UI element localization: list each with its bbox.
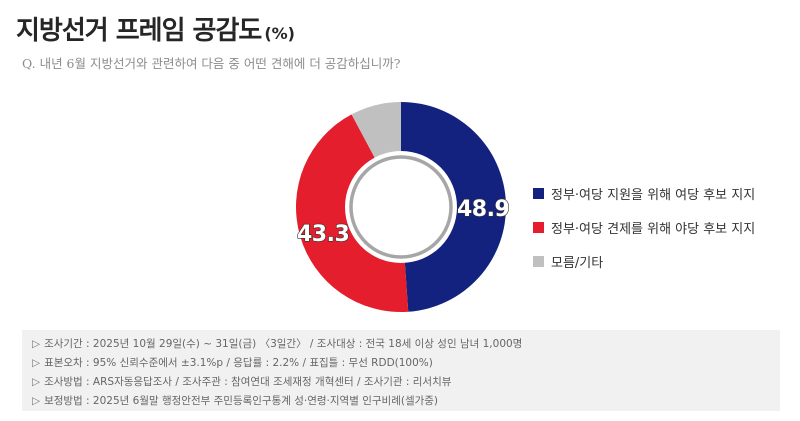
note-text: 보정방법 : 2025년 6월말 행정안전부 주민등록인구통계 성·연령·지역별… bbox=[44, 395, 439, 407]
survey-notes: ▷ 조사기간 : 2025년 10월 29일(수) ~ 31일(금) 〈3일간〉 … bbox=[22, 330, 780, 411]
note-weighting: ▷ 보정방법 : 2025년 6월말 행정안전부 주민등록인구통계 성·연령·지역… bbox=[32, 392, 780, 411]
note-error: ▷ 표본오차 : 95% 신뢰수준에서 ±3.1%p / 응답률 : 2.2% /… bbox=[32, 354, 780, 373]
note-period: ▷ 조사기간 : 2025년 10월 29일(수) ~ 31일(금) 〈3일간〉 … bbox=[32, 335, 780, 354]
legend-item-unknown: 모름/기타 bbox=[533, 244, 755, 278]
note-text: 조사방법 : ARS자동응답조사 / 조사주관 : 참여연대 조세재정 개혁센터… bbox=[44, 376, 452, 388]
note-method: ▷ 조사방법 : ARS자동응답조사 / 조사주관 : 참여연대 조세재정 개혁센… bbox=[32, 373, 780, 392]
survey-question: Q. 내년 6월 지방선거와 관련하여 다음 중 어떤 견해에 더 공감하십니까… bbox=[22, 56, 401, 71]
legend-label: 모름/기타 bbox=[551, 255, 604, 271]
triangle-icon: ▷ bbox=[32, 357, 41, 369]
legend-swatch-opposition bbox=[533, 221, 544, 233]
donut-chart: 48.9 43.3 bbox=[296, 102, 510, 312]
note-text: 표본오차 : 95% 신뢰수준에서 ±3.1%p / 응답률 : 2.2% / … bbox=[44, 357, 433, 369]
legend-label: 정부·여당 견제를 위해 야당 후보 지지 bbox=[551, 221, 756, 237]
title-unit: (%) bbox=[264, 24, 295, 43]
chart-legend: 정부·여당 지원을 위해 여당 후보 지지 정부·여당 견제를 위해 야당 후보… bbox=[533, 176, 755, 278]
legend-swatch-unknown bbox=[533, 255, 544, 267]
legend-item-opposition: 정부·여당 견제를 위해 야당 후보 지지 bbox=[533, 210, 755, 244]
inner-ring bbox=[349, 155, 453, 259]
donut-hole bbox=[345, 151, 457, 263]
note-text: 조사기간 : 2025년 10월 29일(수) ~ 31일(금) 〈3일간〉 /… bbox=[44, 338, 523, 350]
legend-item-ruling: 정부·여당 지원을 위해 여당 후보 지지 bbox=[533, 176, 755, 210]
data-label-ruling: 48.9 bbox=[457, 197, 509, 222]
legend-swatch-ruling bbox=[533, 187, 544, 199]
triangle-icon: ▷ bbox=[32, 376, 41, 388]
page-title: 지방선거 프레임 공감도 (%) bbox=[16, 10, 295, 47]
title-text: 지방선거 프레임 공감도 bbox=[16, 16, 262, 46]
triangle-icon: ▷ bbox=[32, 395, 41, 407]
data-label-opposition: 43.3 bbox=[297, 222, 349, 247]
legend-label: 정부·여당 지원을 위해 여당 후보 지지 bbox=[551, 187, 756, 203]
triangle-icon: ▷ bbox=[32, 338, 41, 350]
